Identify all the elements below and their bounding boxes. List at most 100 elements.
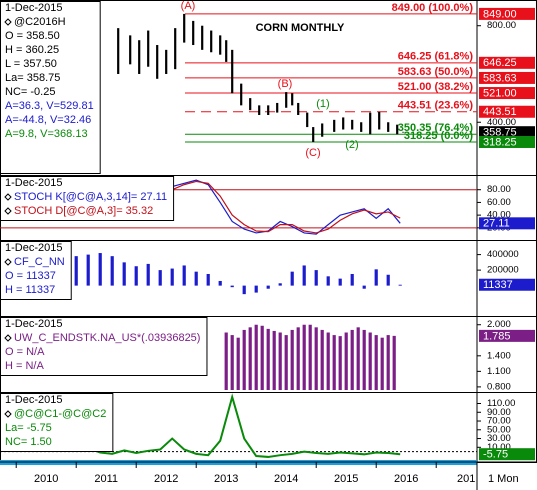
info-line: O = N/A [5, 346, 45, 358]
bar [308, 324, 312, 390]
info-line: O = 11337 [5, 270, 56, 282]
axis-marker [479, 329, 535, 342]
info-line: H = 360.25 [5, 44, 59, 56]
info-date: 1-Dec-2015 [5, 394, 62, 406]
bar [218, 280, 222, 286]
panel: 800.00 400.00 849.00 (100.0%) 646.25 (61.8%… [0, 0, 537, 176]
info-line: La= -5.75 [5, 422, 52, 434]
bar [332, 335, 336, 390]
bar [314, 327, 318, 390]
chart-title: CORN MONTHLY [256, 22, 345, 34]
axis-marker [479, 135, 535, 148]
x-tick-label: 2013 [214, 473, 238, 485]
y-tick-label: 200000 [487, 265, 519, 276]
bar [374, 269, 378, 286]
panel: 400000 200000 11337 1-Dec-2015 CF_C_NN O = 11… [0, 240, 537, 317]
legend-icon [4, 193, 12, 201]
axis-marker-label: 849.00 [483, 8, 517, 20]
annotation: (B) [278, 78, 293, 90]
bar [122, 262, 126, 286]
axis-marker-label: 358.75 [483, 127, 517, 139]
info-box: 1-Dec-2015 @C@C1-@C@C2 La= -5.75 NC= 1.50 [0, 393, 114, 452]
y-tick-label: 110.00 [487, 398, 515, 409]
x-tick-label: 2015 [334, 473, 358, 485]
level-label: 318.25 (0.0%) [404, 130, 473, 142]
info-line: La= 358.75 [5, 72, 60, 84]
bar [146, 263, 150, 286]
bar [158, 270, 162, 286]
info-box: 1-Dec-2015 CF_C_NN O = 11337 H = 11337 [0, 241, 72, 300]
axis-marker [479, 7, 535, 20]
info-box-frame [0, 393, 114, 452]
bar [392, 335, 396, 390]
axis-marker-label: -5.75 [483, 449, 508, 461]
x-tick-label: 2010 [34, 473, 58, 485]
axis-marker [479, 217, 535, 230]
bar [134, 266, 138, 286]
info-line: O = 358.50 [5, 30, 60, 42]
legend-icon [4, 334, 12, 342]
bar [374, 335, 378, 390]
bar [194, 271, 198, 286]
bar [314, 270, 318, 286]
bar [398, 284, 402, 286]
info-line: STOCH D[@C@A,3]= 35.32 [14, 205, 153, 217]
y-tick-label: 1.100 [487, 366, 511, 377]
y-tick-label: 400.00 [487, 117, 516, 128]
bar [344, 332, 348, 390]
bar [362, 329, 366, 390]
series-line [76, 393, 401, 458]
bar [266, 285, 270, 289]
bar [386, 274, 390, 286]
bar [182, 265, 186, 286]
x-tick-label: 2016 [394, 473, 418, 485]
axis-marker [479, 448, 535, 461]
y-tick-label: 50.00 [487, 424, 511, 435]
bar [290, 271, 294, 286]
bar [248, 327, 252, 390]
level-label: 350.35 (76.4%) [398, 122, 474, 134]
y-tick-label: 30.00 [487, 433, 511, 444]
y-tick-label: 80.00 [487, 184, 511, 195]
axis-marker [479, 71, 535, 84]
y-tick-label: 60.00 [487, 197, 511, 208]
info-box: 1-Dec-2015 UW_C_ENDSTK.NA_US*(.03936825) O… [0, 317, 208, 376]
axis-marker [479, 278, 535, 291]
info-box-frame [0, 1, 101, 174]
y-tick-label: 800.00 [487, 20, 516, 31]
level-label: 849.00 (100.0%) [392, 2, 474, 14]
info-line: A=-44.8, V=32.46 [5, 114, 91, 126]
bar [260, 325, 264, 390]
bar [86, 254, 90, 286]
info-line: @C2016H [14, 16, 66, 28]
info-date: 1-Dec-2015 [5, 242, 62, 254]
annotation: (1) [316, 98, 329, 110]
legend-icon [4, 258, 12, 266]
axis-marker-label: 1.785 [483, 330, 511, 342]
bar [236, 337, 240, 390]
level-label: 521.00 (38.2%) [398, 81, 474, 93]
info-line: CF_C_NN [14, 256, 65, 268]
info-line: STOCH K[@C@A,3,14]= 27.11 [14, 191, 167, 203]
info-box: 1-Dec-2015 STOCH K[@C@A,3,14]= 27.11 STOCH… [0, 176, 175, 221]
bar [350, 273, 354, 286]
x-tick-label: 2012 [154, 473, 178, 485]
bar [266, 328, 270, 390]
bar [350, 329, 354, 390]
bar [368, 332, 372, 390]
info-date: 1-Dec-2015 [5, 177, 62, 189]
x-tick-label: 201 [457, 473, 475, 485]
bar [380, 337, 384, 390]
info-line: @C@C1-@C@C2 [14, 408, 106, 420]
info-line: UW_C_ENDSTK.NA_US*(.03936825) [14, 332, 200, 344]
bar [326, 332, 330, 390]
y-tick-label: 10.00 [487, 442, 511, 453]
level-label: 443.51 (23.6%) [398, 100, 474, 112]
panel: 80.0060.0040.0020.0027.111-Dec-2015STOCH… [0, 175, 537, 241]
annotation: (2) [345, 139, 358, 151]
info-box-frame [0, 176, 175, 221]
bar [110, 256, 114, 286]
bar [278, 283, 282, 286]
axis-marker-label: 27.11 [483, 218, 510, 230]
